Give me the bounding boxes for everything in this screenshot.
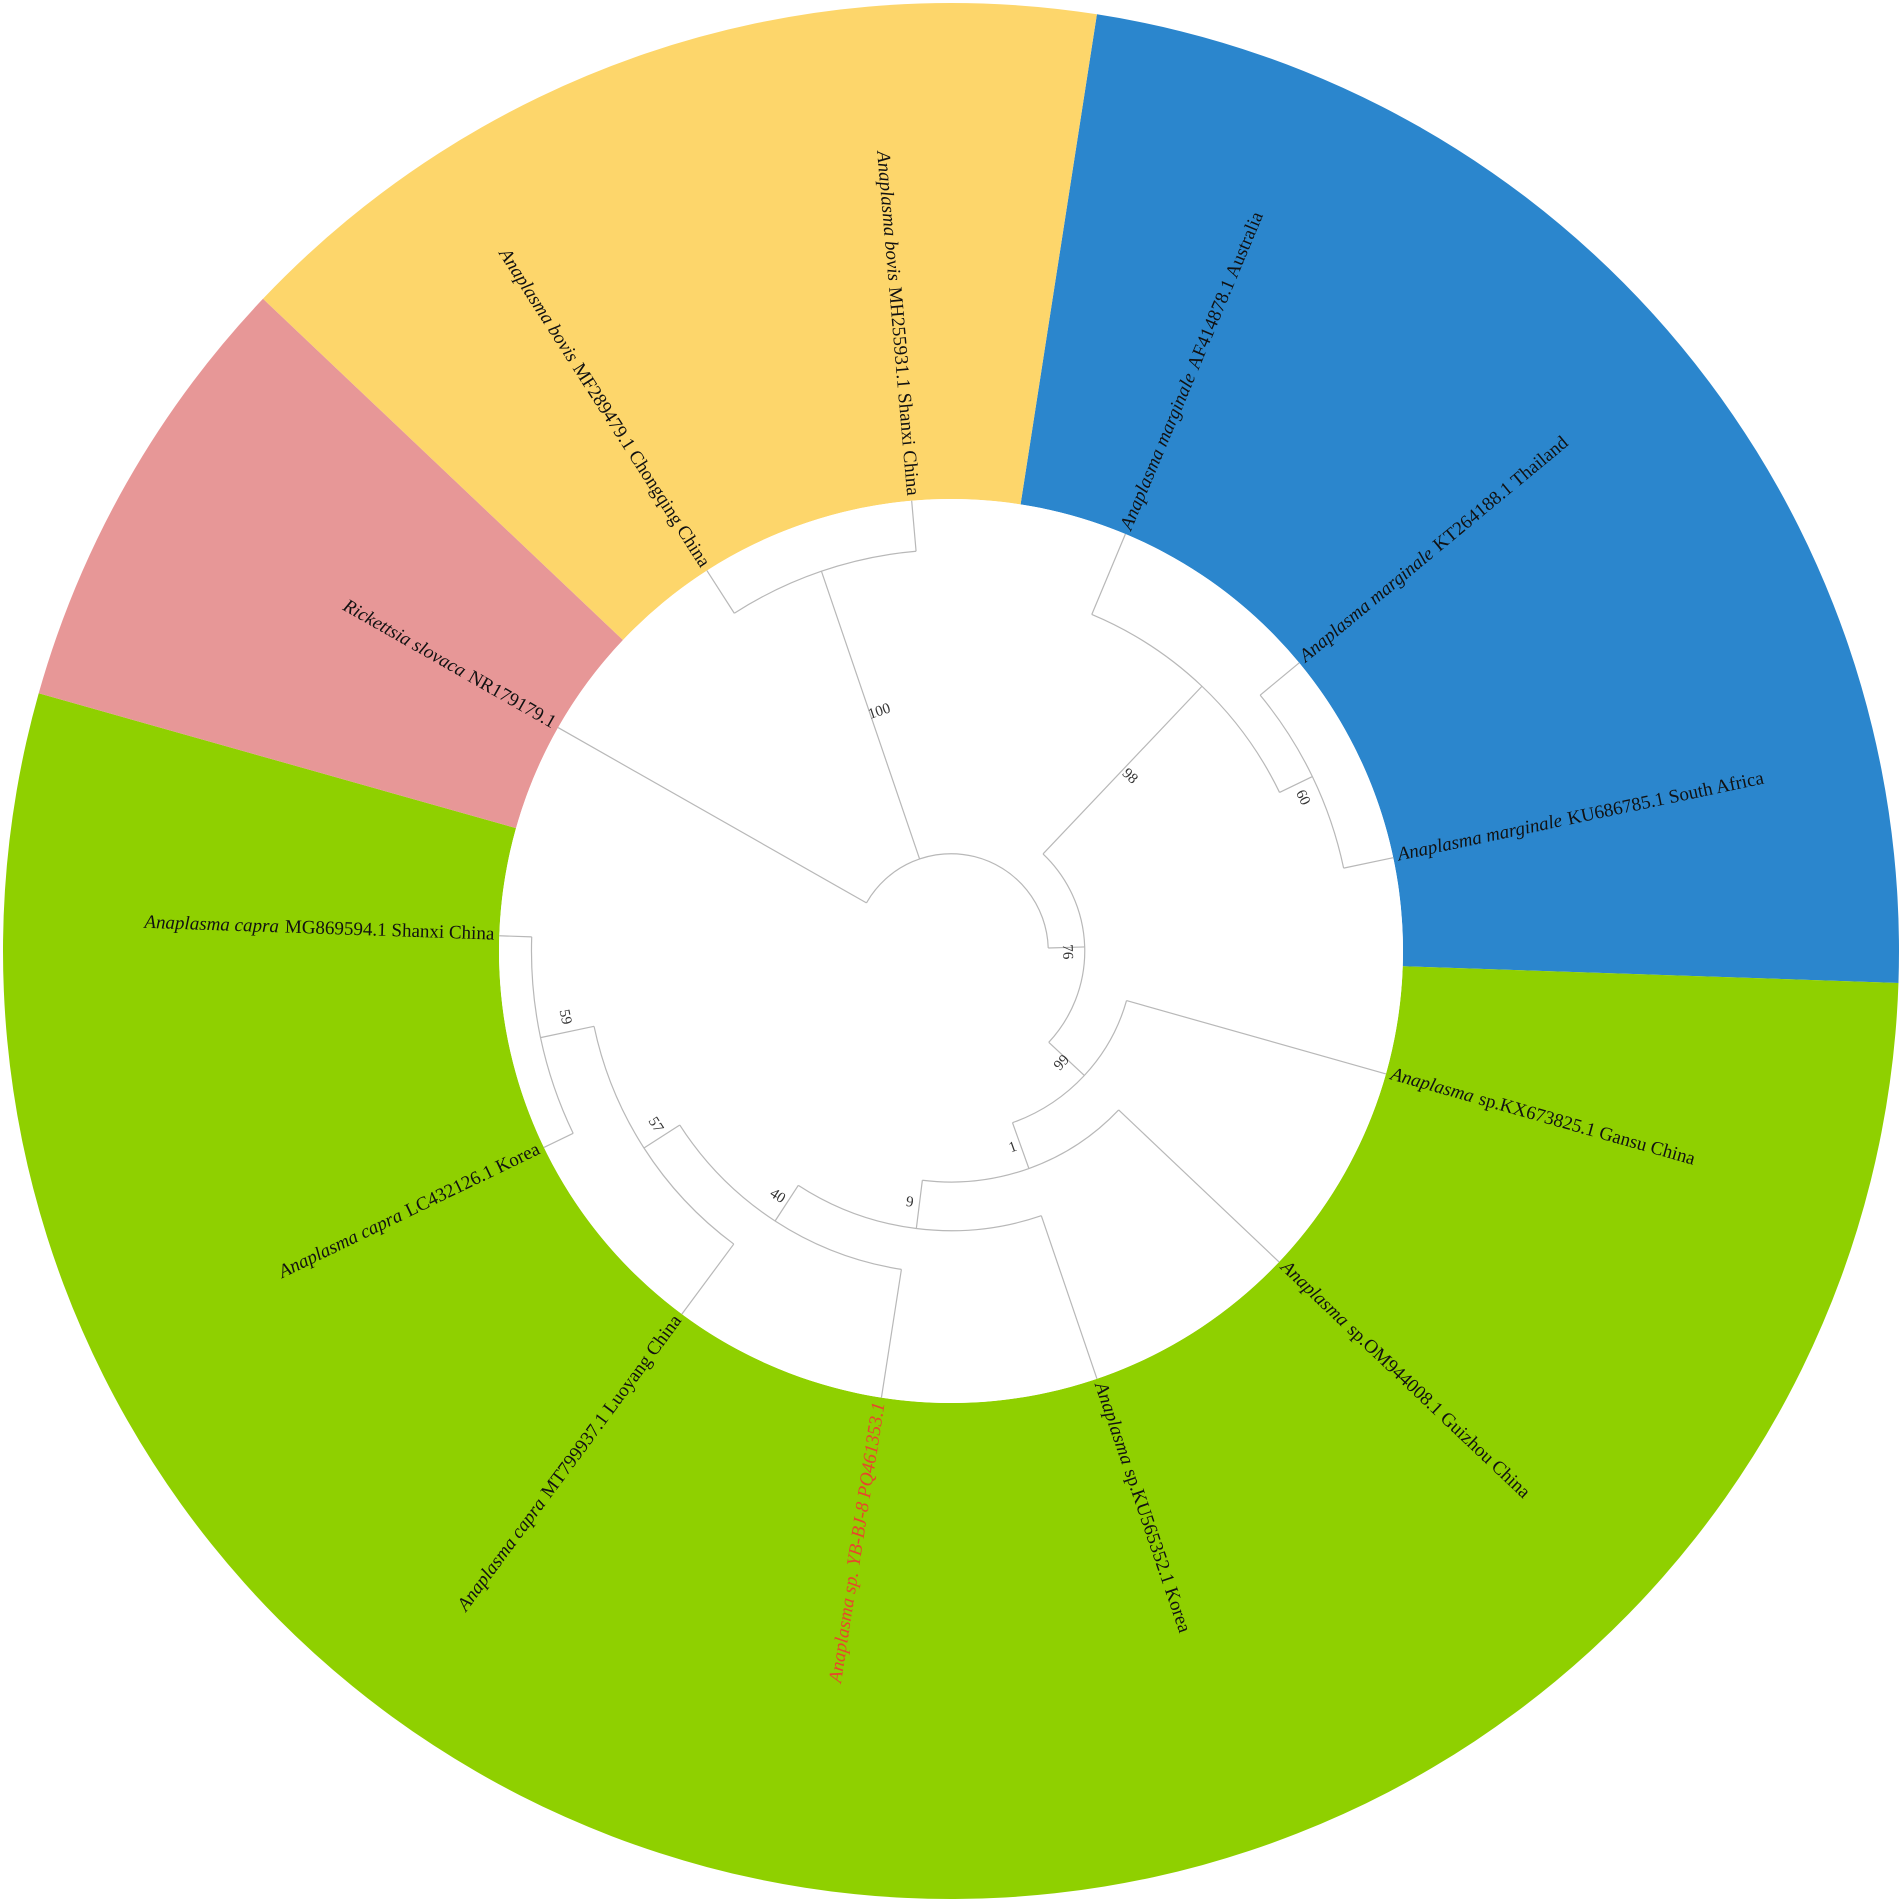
clade-arc bbox=[1042, 853, 1086, 1043]
branch bbox=[540, 1025, 595, 1039]
leaf-label: Anaplasma capra MG869594.1 Shanxi China bbox=[142, 912, 495, 945]
leaf-label-group: Anaplasma capra MG869594.1 Shanxi China bbox=[142, 912, 495, 945]
branch bbox=[557, 727, 867, 904]
branch bbox=[1279, 776, 1313, 793]
clade-arc bbox=[1091, 613, 1281, 793]
branch bbox=[681, 1243, 735, 1315]
clade-sector bbox=[262, 2, 1097, 641]
clade-arc bbox=[798, 1184, 1042, 1232]
inner-disc bbox=[499, 499, 1403, 1403]
bootstrap-value: 76 bbox=[1059, 944, 1075, 960]
branch bbox=[774, 1185, 799, 1222]
branch bbox=[1011, 1122, 1030, 1169]
bootstrap-value: 40 bbox=[767, 1185, 788, 1207]
branch bbox=[1048, 946, 1085, 949]
branch bbox=[820, 571, 921, 860]
branch bbox=[911, 500, 917, 552]
branches bbox=[499, 500, 1394, 1398]
clade-arc bbox=[922, 1109, 1120, 1183]
branch bbox=[880, 1269, 902, 1398]
branch bbox=[706, 570, 735, 614]
branch bbox=[1048, 1041, 1085, 1076]
bootstrap-value: 59 bbox=[556, 1008, 575, 1026]
branch bbox=[643, 1124, 681, 1149]
branch bbox=[1343, 857, 1394, 869]
clade-arc bbox=[733, 550, 917, 614]
branch bbox=[1259, 662, 1300, 696]
clade-arc bbox=[1012, 1000, 1128, 1124]
branch bbox=[543, 1132, 574, 1148]
bootstrap-value: 100 bbox=[866, 700, 892, 722]
branch bbox=[1126, 1000, 1387, 1075]
branch bbox=[499, 935, 532, 938]
branch bbox=[1118, 1109, 1280, 1263]
clade-arc bbox=[593, 1026, 735, 1245]
bootstrap-value: 9 bbox=[905, 1194, 914, 1211]
species-name: Anaplasma capra bbox=[142, 912, 279, 938]
branch bbox=[915, 1180, 923, 1229]
branch bbox=[1042, 685, 1203, 855]
clade-arc bbox=[679, 1124, 902, 1270]
clade-arc bbox=[865, 853, 1049, 949]
clade-arc bbox=[530, 936, 574, 1134]
clade-arc bbox=[1259, 694, 1345, 869]
branch bbox=[1040, 1215, 1098, 1379]
clade-sector bbox=[1020, 14, 1900, 983]
branch bbox=[1091, 533, 1126, 615]
clade-sector bbox=[38, 298, 623, 829]
clade-sector bbox=[2, 693, 1899, 1900]
bootstrap-value: 60 bbox=[1292, 787, 1313, 807]
